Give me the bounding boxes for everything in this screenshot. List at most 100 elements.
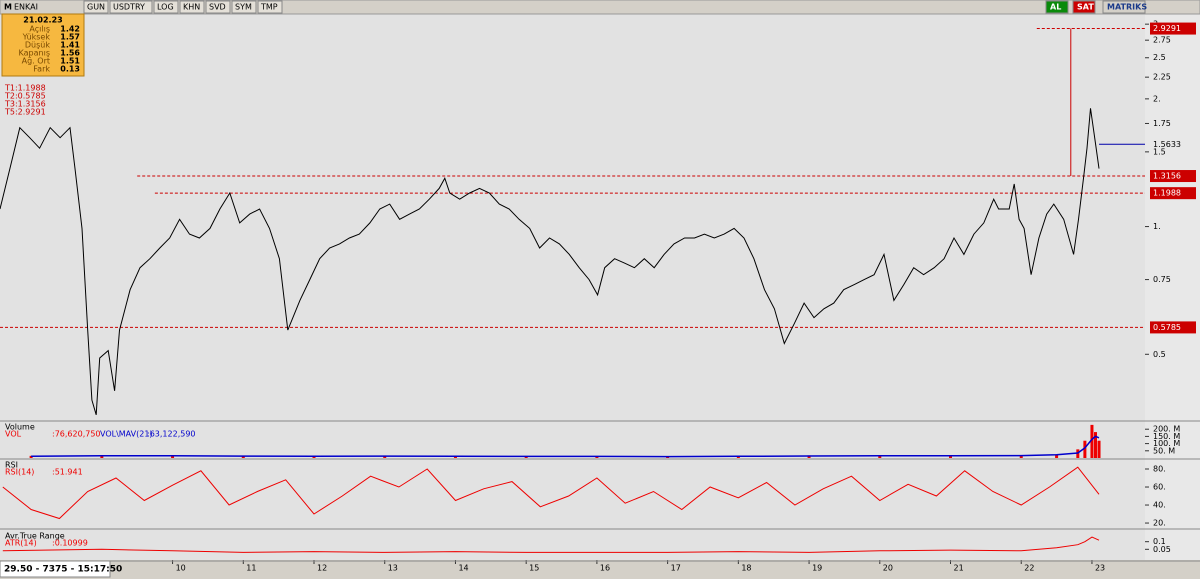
y-tick-label: 0.5 <box>1153 350 1166 359</box>
y-tick-label: 1. <box>1153 222 1161 231</box>
target-annotation: T5:2.9291 <box>4 108 46 117</box>
toolbar-button[interactable] <box>179 0 205 14</box>
toolbar-button-label: USDTRY <box>113 3 145 12</box>
time-axis <box>0 560 1200 579</box>
x-tick-label: 19 <box>812 564 822 573</box>
toolbar-button[interactable] <box>231 0 257 14</box>
info-value: 1.42 <box>60 25 80 34</box>
target-annotation: T1:1.1988 <box>4 84 46 93</box>
legend-value: :51.941 <box>52 468 83 477</box>
x-tick-label: 15 <box>529 564 539 573</box>
y-tick-label: 2. <box>1153 94 1161 103</box>
symbol[interactable]: ENKAI <box>14 3 38 12</box>
toolbar-button-label: TMP <box>260 3 278 12</box>
target-annotation: T2:0.5785 <box>4 92 46 101</box>
x-tick-label: 17 <box>671 564 681 573</box>
y-tick-label: 40. <box>1153 501 1166 510</box>
level-box <box>1150 321 1196 334</box>
y-tick-label: 150. M <box>1153 432 1180 441</box>
last-price-label: 1.5633 <box>1153 140 1181 149</box>
info-date: 21.02.23 <box>23 16 62 25</box>
level-label: 1.1988 <box>1153 189 1181 198</box>
y-tick-label: 100. M <box>1153 439 1180 448</box>
info-value: 1.57 <box>60 33 80 42</box>
info-label: Açılış <box>29 25 50 34</box>
x-tick-label: 22 <box>1024 564 1034 573</box>
volume-bar <box>949 455 953 458</box>
logo: M <box>4 3 12 12</box>
info-value: 0.13 <box>60 65 80 74</box>
trade-button[interactable] <box>1045 0 1069 14</box>
x-tick-label: 18 <box>741 564 751 573</box>
legend-name: RSI(14) <box>5 468 34 477</box>
info-label: Kapanış <box>19 49 50 58</box>
volume-bar <box>241 455 245 458</box>
toolbar-button[interactable] <box>257 0 283 14</box>
info-label: Yüksek <box>22 33 51 42</box>
legend-name: VOL\MAV(21) <box>100 430 153 439</box>
info-box <box>1 13 85 77</box>
status-bar: 29.50 - 7375 - 15:17:50 <box>4 565 122 575</box>
info-label: Ağ. Ort <box>22 57 50 66</box>
y-tick-label: 20. <box>1153 519 1166 528</box>
y-tick-label: 80. <box>1153 465 1166 474</box>
y-tick-label: 0.75 <box>1153 275 1171 284</box>
toolbar-button[interactable] <box>83 0 109 14</box>
volume-bar <box>383 455 387 458</box>
x-tick-label: 20 <box>883 564 893 573</box>
level-box <box>1150 22 1196 35</box>
x-tick-label: 11 <box>246 564 256 573</box>
toolbar-button[interactable] <box>109 0 153 14</box>
indicator-line <box>31 435 1100 458</box>
info-value: 1.41 <box>60 41 80 50</box>
panel-title: Volume <box>5 423 35 432</box>
target-annotation: T3:1.3156 <box>4 100 46 109</box>
trade-button-label: AL <box>1050 3 1061 12</box>
legend-value: :0.10999 <box>52 539 88 548</box>
level-label: 0.5785 <box>1153 323 1181 332</box>
volume-bar <box>171 455 175 458</box>
price-line <box>0 108 1100 415</box>
toolbar <box>0 0 1200 15</box>
legend-value: :63,122,590 <box>147 430 196 439</box>
y-tick-label: 2.75 <box>1153 36 1171 45</box>
axis-bg <box>1145 14 1200 560</box>
toolbar-button-label: SYM <box>235 3 252 12</box>
x-tick-label: 23 <box>1095 564 1105 573</box>
y-tick-label: 1.75 <box>1153 119 1171 128</box>
volume-bar <box>878 455 882 458</box>
x-tick-label: 21 <box>954 564 964 573</box>
y-tick-label: 0.1 <box>1153 537 1166 546</box>
legend-value: :76,620,750 <box>52 430 101 439</box>
y-tick-label: 50. M <box>1153 446 1175 455</box>
volume-bar <box>1083 440 1087 458</box>
toolbar-button[interactable] <box>205 0 231 14</box>
volume-bar <box>1055 454 1059 458</box>
toolbar-button-label: KHN <box>183 3 200 12</box>
y-tick-label: 2.5 <box>1153 53 1166 62</box>
x-tick-label: 10 <box>176 564 186 573</box>
level-box <box>1150 187 1196 200</box>
x-tick-label: 13 <box>388 564 398 573</box>
y-tick-label: 200. M <box>1153 425 1180 434</box>
volume-bar <box>1097 440 1101 458</box>
legend-name: VOL <box>5 430 22 439</box>
volume-bar <box>100 455 104 458</box>
volume-bar <box>1093 432 1097 458</box>
volume-bar <box>1090 424 1094 458</box>
trade-button[interactable] <box>1102 0 1146 14</box>
toolbar-button-label: GUN <box>87 3 105 12</box>
toolbar-button[interactable] <box>153 0 179 14</box>
trade-button[interactable] <box>1072 0 1096 14</box>
y-tick-label: 1.5 <box>1153 147 1166 156</box>
level-box <box>1150 170 1196 183</box>
info-value: 1.51 <box>60 57 80 66</box>
toolbar-button-label: SVD <box>209 3 226 12</box>
indicator-line <box>2 466 1100 520</box>
info-label: Düşük <box>25 41 50 50</box>
volume-bar <box>312 456 316 458</box>
info-value: 1.56 <box>60 49 80 58</box>
level-label: 2.9291 <box>1153 24 1181 33</box>
